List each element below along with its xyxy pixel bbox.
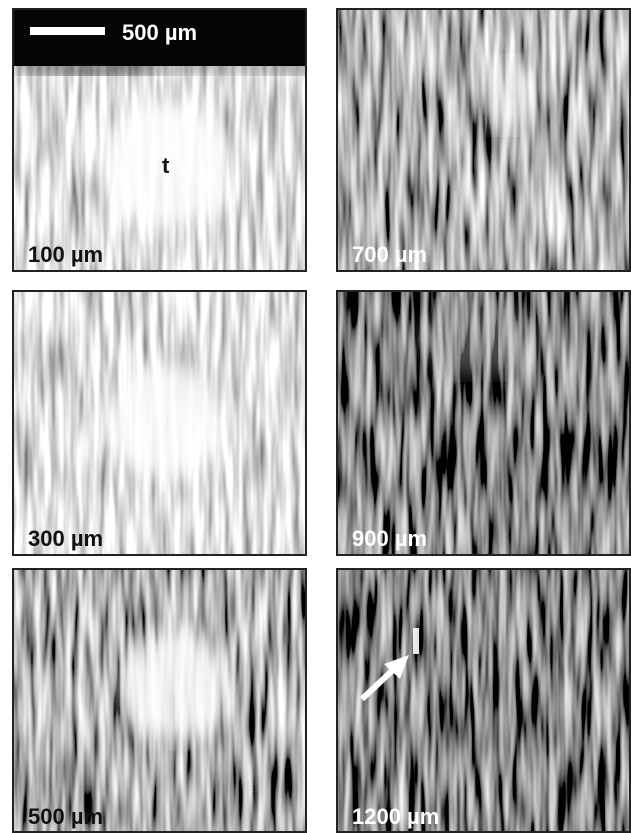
panel-label: 100 µm (28, 242, 103, 267)
panel: 700 µm (336, 8, 631, 272)
dark-band (12, 8, 307, 66)
panel-label: 700 µm (352, 242, 427, 267)
panel-label: 500 µm (28, 804, 103, 829)
panel: 500 µm t 100 µm (12, 8, 307, 272)
panel-label: 300 µm (28, 526, 103, 551)
panel-label: 900 µm (352, 526, 427, 551)
image (336, 8, 631, 272)
panel: 1200 µm (336, 568, 631, 833)
image (336, 568, 631, 833)
tumor (100, 100, 230, 230)
panel: 500 µm (12, 568, 307, 833)
cell (413, 628, 419, 654)
scale-label: 500 µm (122, 20, 197, 45)
scale-bar (30, 27, 105, 35)
arrow (359, 655, 409, 702)
marker: t (162, 153, 170, 178)
panel-label: 1200 µm (352, 804, 439, 829)
panel: 300 µm (12, 290, 307, 556)
panel: 900 µm (336, 290, 631, 556)
